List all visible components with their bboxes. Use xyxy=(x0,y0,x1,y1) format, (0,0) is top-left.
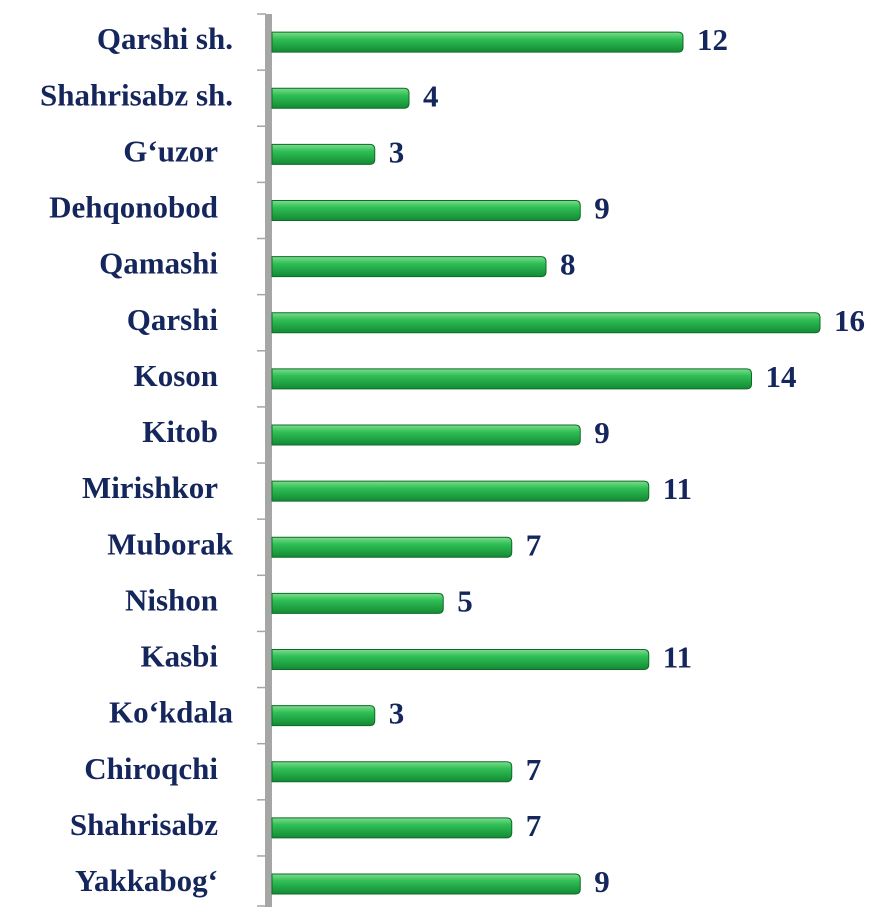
bar xyxy=(271,368,752,390)
category-label: Chiroqchi xyxy=(84,751,218,786)
bar xyxy=(271,31,684,53)
category-label: Shahrisabz xyxy=(70,807,218,842)
bar xyxy=(271,312,821,334)
category-label: G‘uzor xyxy=(123,133,218,168)
data-label: 14 xyxy=(766,359,797,394)
category-label: Qamashi xyxy=(99,246,218,281)
data-label: 11 xyxy=(663,640,692,675)
data-label: 9 xyxy=(594,415,610,450)
data-label: 16 xyxy=(834,303,865,338)
bar xyxy=(271,424,581,446)
category-label: Nishon xyxy=(125,582,218,617)
data-label: 3 xyxy=(389,134,405,169)
category-label: Shahrisabz sh. xyxy=(40,77,233,112)
category-axis xyxy=(265,14,272,907)
bar xyxy=(271,761,513,783)
data-label: 11 xyxy=(663,471,692,506)
category-label: Muborak xyxy=(107,526,234,561)
bar xyxy=(271,648,650,670)
category-label: Qarshi xyxy=(127,302,219,337)
bar xyxy=(271,817,513,839)
bar xyxy=(271,256,547,278)
bar xyxy=(271,536,513,558)
bar xyxy=(271,143,376,165)
bar xyxy=(271,87,410,109)
bar xyxy=(271,199,581,221)
data-label: 8 xyxy=(560,247,576,282)
data-label: 9 xyxy=(594,864,610,899)
category-label: Dehqonobod xyxy=(49,190,218,225)
bar xyxy=(271,873,581,895)
category-label: Koson xyxy=(134,358,218,393)
bar xyxy=(271,480,650,502)
category-label: Kitob xyxy=(142,414,218,449)
category-label: Yakkabog‘ xyxy=(75,863,218,898)
category-label: Qarshi sh. xyxy=(97,21,233,56)
data-label: 7 xyxy=(526,752,542,787)
data-label: 7 xyxy=(526,527,542,562)
data-label: 7 xyxy=(526,808,542,843)
data-label: 4 xyxy=(423,78,439,113)
data-label: 5 xyxy=(457,583,473,618)
data-label: 3 xyxy=(389,696,405,731)
bar xyxy=(271,705,376,727)
category-label: Ko‘kdala xyxy=(109,695,234,730)
category-label: Mirishkor xyxy=(82,470,218,505)
data-label: 9 xyxy=(594,191,610,226)
data-label: 12 xyxy=(697,22,728,57)
category-label: Kasbi xyxy=(140,639,218,674)
bar xyxy=(271,592,444,614)
